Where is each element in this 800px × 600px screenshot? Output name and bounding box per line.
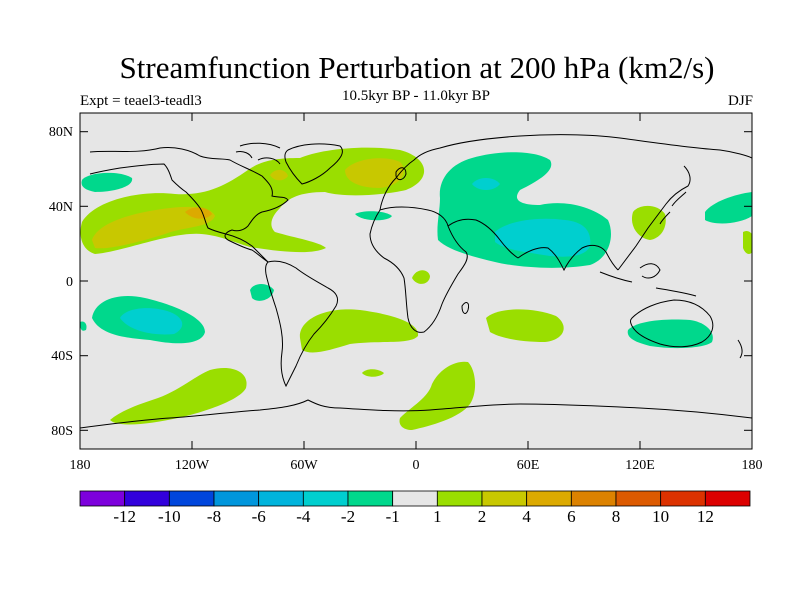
colorbar (79, 490, 751, 507)
colorbar-label: 1 (433, 507, 442, 526)
strong-negative-south-asia (495, 218, 591, 257)
colorbar-swatch (347, 490, 394, 507)
positive-anomaly-south-africa (486, 309, 564, 342)
lon-tick-label: 60W (290, 458, 318, 473)
negative-anomaly-south-america (250, 284, 274, 301)
positive-anomaly-caribbean (237, 230, 249, 241)
colorbar-swatch (481, 490, 528, 507)
colorbar-swatch (660, 490, 706, 507)
colorbar-label: 12 (696, 507, 714, 526)
colorbar-swatch (704, 490, 751, 507)
positive-anomaly-southern-ocean-atlantic (399, 361, 476, 430)
colorbar-swatch (213, 490, 260, 507)
coastline-africa (369, 206, 468, 333)
coastline-antarctica (80, 399, 752, 429)
lon-tick-label: 120W (175, 458, 210, 473)
negative-anomaly-west-pacific (705, 192, 752, 224)
colorbar-label: -8 (206, 507, 222, 526)
colorbar-label: -6 (251, 507, 266, 526)
coastline-britain (395, 167, 407, 181)
colorbar-label: -4 (296, 507, 311, 526)
colorbar-swatch (436, 490, 483, 507)
colorbar-swatch (392, 490, 438, 507)
colorbar-swatch (526, 490, 572, 507)
colorbar-swatch (258, 490, 304, 507)
contour-fills (80, 147, 752, 430)
lat-tick-label: 40N (49, 200, 73, 215)
colorbar-label: -10 (157, 507, 181, 526)
colorbar-label: 8 (611, 507, 621, 526)
positive-anomaly-small-south-atlantic (362, 369, 384, 377)
negative-anomaly-far-west (80, 321, 87, 331)
strong-negative-south-pacific (120, 308, 183, 335)
lon-tick-label: 120E (625, 458, 655, 473)
negative-anomaly-australia (627, 319, 713, 349)
colorbar-swatch (124, 490, 170, 507)
strong-positive-labrador (270, 169, 288, 181)
coastline-japan (659, 191, 687, 225)
lat-tick-label: 80S (51, 424, 73, 439)
colorbar-label: -1 (385, 507, 400, 526)
colorbar-label: 2 (477, 507, 487, 526)
colorbar-swatch (168, 490, 215, 507)
coastline-south-america (265, 260, 339, 388)
coastline-australia (630, 299, 714, 348)
colorbar-swatch (615, 490, 662, 507)
colorbar-label: 4 (522, 507, 531, 526)
plot-title: Streamfunction Perturbation at 200 hPa (… (119, 50, 715, 85)
coastline-north-america (89, 147, 289, 263)
positive-anomaly-south-atlantic (299, 309, 419, 353)
colorbar-label: 10 (652, 507, 670, 526)
colorbar-swatch (79, 490, 126, 507)
positive-anomaly-west-pacific-edge (743, 231, 752, 254)
coastline-greenland (284, 143, 343, 185)
map-ticks (80, 113, 752, 449)
lat-tick-label: 80N (49, 125, 73, 140)
colorbar-swatch (302, 490, 349, 507)
season-label: DJF (727, 93, 753, 109)
longitude-labels: 180 120W 60W 0 60E 120E 180 (70, 458, 763, 473)
experiment-label: Expt = teael3-teadl3 (80, 93, 202, 109)
strong-positive-north-atlantic (345, 158, 404, 188)
coastlines (80, 134, 752, 429)
colorbar-label: -12 (113, 507, 136, 526)
negative-anomaly-north-atlantic-small (355, 211, 392, 221)
positive-anomaly-west-africa (412, 270, 430, 284)
lon-tick-label: 0 (413, 458, 420, 473)
positive-anomaly-east-asia (631, 205, 666, 240)
colorbar-swatch (570, 490, 617, 507)
coastline-madagascar (461, 302, 469, 314)
lat-tick-label: 40S (51, 349, 73, 364)
coastline-maritime-continent (599, 263, 697, 297)
coastline-new-zealand (737, 339, 743, 359)
colorbar-label: 6 (567, 507, 576, 526)
latitude-labels: 80N 40N 0 40S 80S (49, 125, 73, 439)
lat-tick-label: 0 (66, 275, 73, 290)
positive-anomaly-southern-ocean-pacific (110, 368, 247, 425)
coastline-arctic-canada (235, 142, 281, 165)
negative-anomaly-north-pacific (81, 172, 133, 192)
colorbar-label: -2 (340, 507, 356, 526)
coastline-eurasia (379, 134, 752, 272)
lon-tick-label: 180 (742, 458, 763, 473)
strong-positive-central-pacific (92, 206, 215, 249)
lon-tick-label: 60E (517, 458, 540, 473)
strongest-positive-pacific (185, 207, 212, 219)
strong-negative-east-europe (472, 178, 500, 190)
lon-tick-label: 180 (70, 458, 91, 473)
time-period-label: 10.5kyr BP - 11.0kyr BP (341, 88, 491, 104)
